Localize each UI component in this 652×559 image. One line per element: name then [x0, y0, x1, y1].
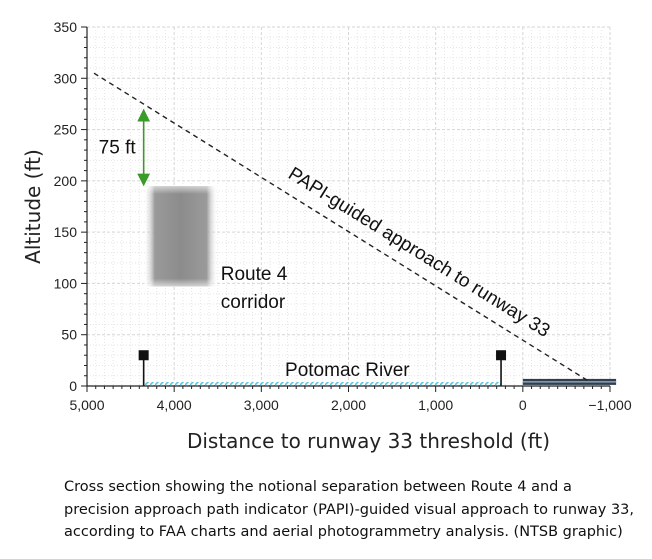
chart-figure: 0 50 100 150 200 250 300 350 5,000 4,000 3,000 2,00…	[21, 19, 632, 453]
x-tick-label: 3,000	[244, 397, 279, 413]
y-tick-label: 50	[61, 327, 77, 343]
figure-caption: Cross section showing the notional separ…	[64, 479, 635, 540]
x-axis-title: Distance to runway 33 threshold (ft)	[187, 429, 550, 453]
y-tick-label: 250	[54, 122, 78, 138]
river-label: Potomac River	[285, 360, 410, 381]
y-tick-label: 150	[54, 224, 78, 240]
series-line-papi-approach	[93, 72, 589, 382]
x-tick-label: 5,000	[69, 397, 104, 413]
x-tick-label: 0	[519, 397, 527, 413]
marker-square-1	[496, 350, 507, 361]
y-axis-title: Altitude (ft)	[21, 149, 45, 264]
data-layer	[93, 72, 617, 386]
marker-square-0	[138, 350, 149, 361]
y-tick-label: 350	[54, 19, 78, 35]
x-tick-label: −1,000	[588, 397, 631, 413]
axis-layer: 0 50 100 150 200 250 300 350 5,000 4,000 3,000 2,00…	[21, 19, 632, 453]
y-tick-label: 200	[54, 173, 78, 189]
corridor-label-line1: Route 4	[221, 264, 288, 285]
y-tick-label: 300	[54, 70, 78, 86]
y-tick-label: 0	[69, 378, 77, 394]
separation-label: 75 ft	[99, 138, 137, 159]
x-tick-label: 1,000	[418, 397, 453, 413]
route4-corridor-edge-fade	[143, 185, 218, 287]
chart-svg: 0 50 100 150 200 250 300 350 5,000 4,000 3,000 2,00…	[21, 19, 632, 453]
x-tick-label: 4,000	[157, 397, 192, 413]
corridor-label-line2: corridor	[221, 292, 286, 313]
y-tick-label: 100	[54, 275, 78, 291]
x-tick-label: 2,000	[331, 397, 366, 413]
potomac-river-strip	[143, 382, 502, 386]
